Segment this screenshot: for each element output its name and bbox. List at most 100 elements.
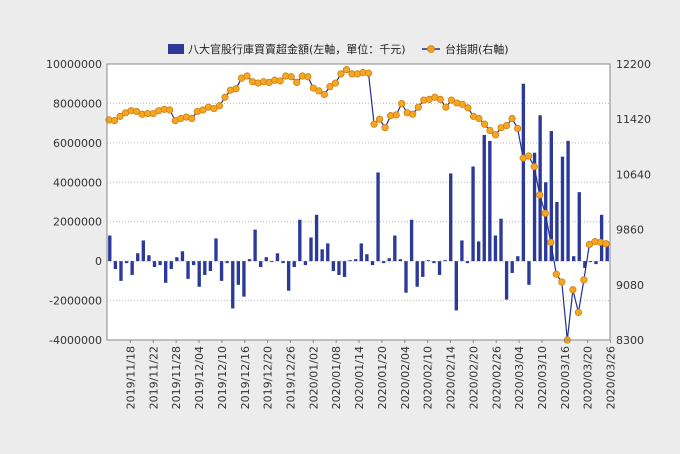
axes: 10000000 8000000 6000000 4000000 2000000 0 -20… [46,58,651,409]
taiex-point [199,106,207,114]
taiex-point [320,90,328,99]
taiex-point [398,100,406,108]
bar [354,259,358,262]
line-series [105,66,610,344]
bar [337,261,341,275]
x-tick-label: 2020/03/10 [536,346,549,409]
bar [370,261,375,266]
taiex-point [221,93,229,101]
bar [493,235,498,262]
taiex-point [392,111,400,119]
bar [516,256,520,262]
bar [147,255,151,262]
x-tick-label: 2019/12/10 [216,346,229,409]
x-tick-label: 2020/03/26 [605,346,618,409]
bar [566,140,570,262]
taiex-point [580,276,588,284]
taiex-point [414,103,422,111]
plot-area [107,64,610,340]
taiex-point [166,106,174,114]
taiex-point [370,120,378,128]
x-tick-label: 2019/12/16 [239,346,252,409]
bar [152,261,157,268]
taiex-point [304,73,312,81]
bar [191,261,196,266]
bar [365,254,369,262]
bar [208,261,213,271]
bar [476,241,481,262]
taiex-point [188,114,196,123]
bar [326,243,330,262]
bar [560,156,565,262]
bar [488,140,492,262]
x-tick-label: 2020/02/20 [467,346,480,409]
bar [532,152,537,262]
bar [437,261,442,275]
x-tick-label: 2020/03/20 [582,346,595,409]
bar [465,261,470,264]
bar [247,259,252,262]
x-tick-label: 2020/01/20 [376,346,389,409]
taiex-point [326,83,334,91]
bar [499,218,503,262]
y-left-tick-label: -2000000 [49,295,102,308]
bar [594,261,598,265]
taiex-point [342,66,351,74]
bar [180,251,185,262]
taiex-point [110,117,119,125]
bar [527,261,531,285]
bar-series [108,83,609,311]
taiex-point [243,72,251,80]
bar [359,243,363,262]
x-tick-label: 2020/02/14 [445,346,458,409]
bar [471,166,475,262]
bar [303,261,308,266]
bar [203,261,207,275]
bar [314,214,319,262]
taiex-point [552,270,560,278]
y-left-tick-label: 10000000 [46,58,102,71]
bar [275,253,280,262]
taiex-point [331,79,340,87]
x-tick-label: 2020/02/10 [422,346,435,409]
bar [286,261,291,291]
taiex-point [381,124,389,132]
x-tick-label: 2020/01/02 [307,346,320,409]
bar [342,261,347,277]
taiex-point [491,131,500,139]
taiex-point [315,87,323,95]
bar [605,241,609,262]
taiex-point [525,152,533,160]
taiex-point [276,77,284,85]
taiex-point [232,85,240,93]
bar [588,261,593,263]
bar [348,260,352,262]
taiex-point [508,114,516,123]
bar [124,261,129,264]
taiex-point [602,240,610,248]
bar [236,261,241,285]
bar [571,256,576,262]
y-right-tick-label: 12200 [616,58,651,71]
taiex-point [436,95,444,103]
bar [432,261,436,264]
bar [482,134,486,262]
taiex-point [215,102,224,110]
taiex-point [293,78,301,87]
y-right-tick-label: 9080 [616,279,644,292]
taiex-point [337,70,345,78]
taiex-point [447,96,455,104]
taiex-point [133,107,141,116]
legend-bar-swatch [168,44,184,54]
bar [169,261,173,270]
x-tick-label: 2019/12/04 [193,346,206,409]
taiex-point [514,124,522,132]
legend-line-marker [427,45,435,53]
bar [510,261,514,273]
bar [259,261,263,268]
bar [599,214,604,262]
y-right-tick-label: 9860 [616,224,644,237]
bar [549,131,553,262]
x-tick-label: 2020/03/04 [513,346,526,409]
